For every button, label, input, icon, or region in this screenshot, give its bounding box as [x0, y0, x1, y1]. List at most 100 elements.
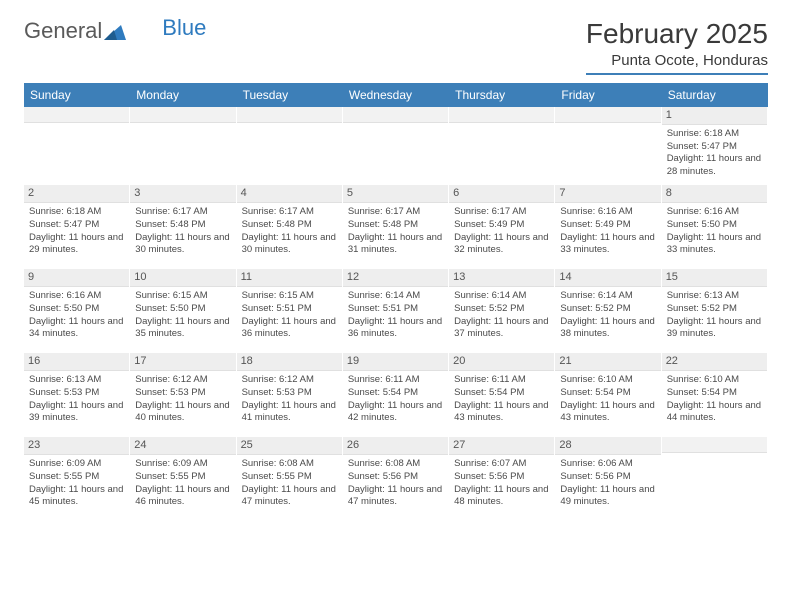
- day-number: 21: [555, 353, 660, 371]
- calendar-day: 10 Sunrise: 6:15 AMSunset: 5:50 PMDayligh…: [130, 269, 236, 353]
- day-number: 8: [662, 185, 767, 203]
- day-number: 5: [343, 185, 448, 203]
- day-number: [237, 107, 342, 123]
- month-title: February 2025: [586, 18, 768, 50]
- calendar-day: 26 Sunrise: 6:08 AMSunset: 5:56 PMDayligh…: [343, 437, 449, 521]
- calendar-day: [343, 107, 449, 185]
- weekday-header-row: SundayMondayTuesdayWednesdayThursdayFrid…: [24, 83, 768, 107]
- calendar: SundayMondayTuesdayWednesdayThursdayFrid…: [24, 83, 768, 521]
- calendar-day: 6 Sunrise: 6:17 AMSunset: 5:49 PMDaylight…: [449, 185, 555, 269]
- weekday-header: Saturday: [662, 83, 768, 107]
- day-number: [555, 107, 660, 123]
- day-details: Sunrise: 6:15 AMSunset: 5:51 PMDaylight:…: [241, 290, 338, 341]
- day-details: Sunrise: 6:08 AMSunset: 5:55 PMDaylight:…: [241, 458, 338, 509]
- day-details: Sunrise: 6:16 AMSunset: 5:49 PMDaylight:…: [559, 206, 656, 257]
- day-details: Sunrise: 6:09 AMSunset: 5:55 PMDaylight:…: [134, 458, 231, 509]
- calendar-day: 4 Sunrise: 6:17 AMSunset: 5:48 PMDaylight…: [237, 185, 343, 269]
- calendar-day: 19 Sunrise: 6:11 AMSunset: 5:54 PMDayligh…: [343, 353, 449, 437]
- logo-triangle-icon: [104, 22, 126, 40]
- calendar-week: 16Sunrise: 6:13 AMSunset: 5:53 PMDayligh…: [24, 353, 768, 437]
- day-number: 14: [555, 269, 660, 287]
- calendar-day: [130, 107, 236, 185]
- day-details: Sunrise: 6:10 AMSunset: 5:54 PMDaylight:…: [666, 374, 763, 425]
- calendar-day: [555, 107, 661, 185]
- day-number: 1: [662, 107, 767, 125]
- day-details: Sunrise: 6:17 AMSunset: 5:48 PMDaylight:…: [241, 206, 338, 257]
- calendar-day: 8 Sunrise: 6:16 AMSunset: 5:50 PMDaylight…: [662, 185, 768, 269]
- day-details: Sunrise: 6:11 AMSunset: 5:54 PMDaylight:…: [453, 374, 550, 425]
- calendar-day: [237, 107, 343, 185]
- weekday-header: Thursday: [449, 83, 555, 107]
- day-details: Sunrise: 6:17 AMSunset: 5:48 PMDaylight:…: [134, 206, 231, 257]
- day-number: 6: [449, 185, 554, 203]
- day-details: Sunrise: 6:15 AMSunset: 5:50 PMDaylight:…: [134, 290, 231, 341]
- location-label: Punta Ocote, Honduras: [586, 52, 768, 75]
- day-number: [662, 437, 767, 453]
- calendar-day: 20 Sunrise: 6:11 AMSunset: 5:54 PMDayligh…: [449, 353, 555, 437]
- calendar-day: 21 Sunrise: 6:10 AMSunset: 5:54 PMDayligh…: [555, 353, 661, 437]
- header: General Blue February 2025 Punta Ocote, …: [24, 18, 768, 75]
- day-details: Sunrise: 6:17 AMSunset: 5:48 PMDaylight:…: [347, 206, 444, 257]
- day-number: 13: [449, 269, 554, 287]
- day-number: 20: [449, 353, 554, 371]
- day-number: 2: [24, 185, 129, 203]
- calendar-day: 23Sunrise: 6:09 AMSunset: 5:55 PMDayligh…: [24, 437, 130, 521]
- day-number: 7: [555, 185, 660, 203]
- day-number: 25: [237, 437, 342, 455]
- calendar-day: 28 Sunrise: 6:06 AMSunset: 5:56 PMDayligh…: [555, 437, 661, 521]
- weekday-header: Sunday: [24, 83, 130, 107]
- day-details: Sunrise: 6:14 AMSunset: 5:52 PMDaylight:…: [559, 290, 656, 341]
- calendar-day: 17 Sunrise: 6:12 AMSunset: 5:53 PMDayligh…: [130, 353, 236, 437]
- calendar-day: 16Sunrise: 6:13 AMSunset: 5:53 PMDayligh…: [24, 353, 130, 437]
- day-number: 10: [130, 269, 235, 287]
- day-number: 19: [343, 353, 448, 371]
- calendar-day: 15 Sunrise: 6:13 AMSunset: 5:52 PMDayligh…: [662, 269, 768, 353]
- calendar-day: [662, 437, 768, 521]
- day-details: Sunrise: 6:08 AMSunset: 5:56 PMDaylight:…: [347, 458, 444, 509]
- calendar-day: 25 Sunrise: 6:08 AMSunset: 5:55 PMDayligh…: [237, 437, 343, 521]
- day-details: Sunrise: 6:13 AMSunset: 5:53 PMDaylight:…: [28, 374, 125, 425]
- calendar-day: [449, 107, 555, 185]
- day-details: Sunrise: 6:17 AMSunset: 5:49 PMDaylight:…: [453, 206, 550, 257]
- day-number: 9: [24, 269, 129, 287]
- day-details: Sunrise: 6:09 AMSunset: 5:55 PMDaylight:…: [28, 458, 125, 509]
- day-details: Sunrise: 6:11 AMSunset: 5:54 PMDaylight:…: [347, 374, 444, 425]
- calendar-day: 3 Sunrise: 6:17 AMSunset: 5:48 PMDaylight…: [130, 185, 236, 269]
- day-details: Sunrise: 6:06 AMSunset: 5:56 PMDaylight:…: [559, 458, 656, 509]
- weekday-header: Friday: [555, 83, 661, 107]
- day-details: Sunrise: 6:18 AMSunset: 5:47 PMDaylight:…: [666, 128, 763, 179]
- weekday-header: Tuesday: [237, 83, 343, 107]
- calendar-day: [24, 107, 130, 185]
- day-details: Sunrise: 6:13 AMSunset: 5:52 PMDaylight:…: [666, 290, 763, 341]
- day-number: [24, 107, 129, 123]
- calendar-day: 9 Sunrise: 6:16 AMSunset: 5:50 PMDaylight…: [24, 269, 130, 353]
- day-number: 28: [555, 437, 660, 455]
- day-details: Sunrise: 6:14 AMSunset: 5:52 PMDaylight:…: [453, 290, 550, 341]
- logo: General Blue: [24, 18, 206, 44]
- day-details: Sunrise: 6:16 AMSunset: 5:50 PMDaylight:…: [28, 290, 125, 341]
- calendar-week: 2 Sunrise: 6:18 AMSunset: 5:47 PMDaylight…: [24, 185, 768, 269]
- day-number: 24: [130, 437, 235, 455]
- calendar-day: 1 Sunrise: 6:18 AMSunset: 5:47 PMDaylight…: [662, 107, 768, 185]
- day-number: 26: [343, 437, 448, 455]
- day-number: 3: [130, 185, 235, 203]
- weekday-header: Wednesday: [343, 83, 449, 107]
- weekday-header: Monday: [130, 83, 236, 107]
- day-details: Sunrise: 6:16 AMSunset: 5:50 PMDaylight:…: [666, 206, 763, 257]
- calendar-day: 14 Sunrise: 6:14 AMSunset: 5:52 PMDayligh…: [555, 269, 661, 353]
- calendar-page: General Blue February 2025 Punta Ocote, …: [0, 0, 792, 539]
- day-number: 17: [130, 353, 235, 371]
- day-number: 4: [237, 185, 342, 203]
- day-number: 27: [449, 437, 554, 455]
- calendar-day: 7 Sunrise: 6:16 AMSunset: 5:49 PMDaylight…: [555, 185, 661, 269]
- day-number: 12: [343, 269, 448, 287]
- day-number: 11: [237, 269, 342, 287]
- day-number: [343, 107, 448, 123]
- day-number: 15: [662, 269, 767, 287]
- day-details: Sunrise: 6:10 AMSunset: 5:54 PMDaylight:…: [559, 374, 656, 425]
- logo-text-blue: Blue: [162, 15, 206, 41]
- calendar-week: 9 Sunrise: 6:16 AMSunset: 5:50 PMDaylight…: [24, 269, 768, 353]
- day-details: Sunrise: 6:12 AMSunset: 5:53 PMDaylight:…: [134, 374, 231, 425]
- day-details: Sunrise: 6:18 AMSunset: 5:47 PMDaylight:…: [28, 206, 125, 257]
- day-details: Sunrise: 6:12 AMSunset: 5:53 PMDaylight:…: [241, 374, 338, 425]
